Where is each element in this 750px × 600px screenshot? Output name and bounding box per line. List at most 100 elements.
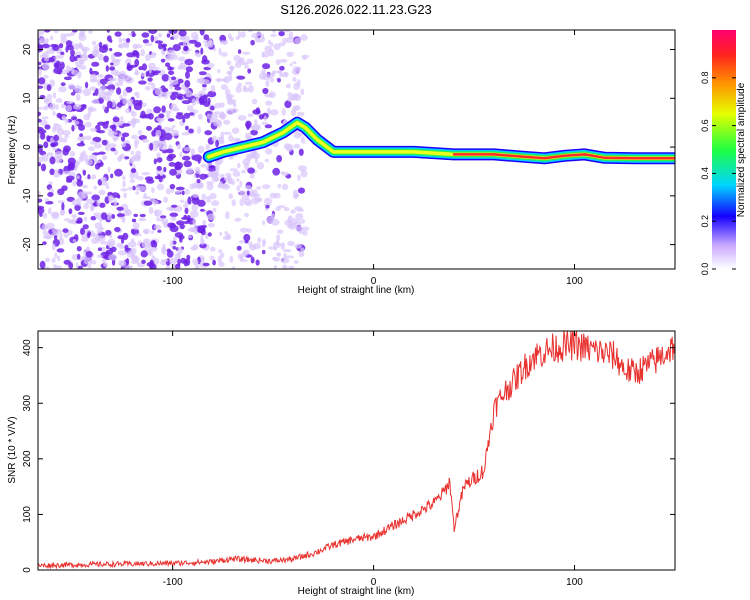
noise-blob: [184, 207, 189, 215]
noise-blob: [62, 228, 69, 233]
noise-blob: [191, 98, 197, 106]
noise-blob: [110, 53, 116, 62]
noise-blob: [286, 51, 294, 57]
ridge-core: [603, 156, 637, 160]
noise-blob: [294, 37, 302, 45]
noise-blob: [39, 260, 46, 269]
noise-blob: [98, 189, 106, 196]
noise-blob: [280, 242, 286, 250]
noise-blob: [97, 151, 106, 155]
noise-blob: [217, 183, 223, 189]
noise-blob: [197, 145, 205, 154]
noise-blob: [244, 201, 253, 207]
noise-blob: [97, 247, 102, 251]
noise-blob: [134, 233, 142, 237]
spectrogram-x-ticks: -100 0 100: [163, 30, 583, 287]
noise-blob: [192, 218, 197, 226]
noise-blob: [158, 175, 163, 183]
noise-blob: [292, 92, 299, 100]
noise-blob: [156, 165, 162, 171]
noise-blob: [117, 120, 126, 125]
noise-blob: [183, 112, 191, 119]
noise-blob: [181, 155, 191, 161]
noise-blob: [293, 143, 301, 149]
noise-blob: [133, 139, 140, 145]
noise-blob: [131, 228, 135, 235]
noise-blob: [64, 134, 69, 139]
noise-blob: [200, 238, 205, 245]
noise-blob: [63, 259, 71, 265]
noise-blob: [91, 194, 100, 201]
noise-blob: [39, 119, 48, 126]
noise-blob: [83, 113, 91, 121]
noise-blob: [253, 119, 258, 125]
noise-blob: [82, 48, 88, 56]
noise-blob: [77, 135, 87, 142]
noise-blob: [102, 104, 106, 110]
noise-blob: [137, 185, 147, 192]
noise-blob: [192, 182, 200, 189]
noise-blob: [179, 199, 185, 203]
x-tick-label: -100: [163, 276, 183, 287]
noise-blob: [228, 134, 234, 142]
noise-blob: [125, 209, 132, 216]
noise-blob: [82, 88, 91, 97]
noise-blob: [130, 247, 137, 255]
y-tick-label: 200: [22, 450, 33, 467]
noise-blob: [293, 82, 301, 91]
noise-blob: [163, 196, 169, 203]
noise-blob: [167, 153, 176, 159]
snr-frame: [37, 330, 676, 571]
noise-blob: [205, 232, 209, 240]
snr-x-label: Height of straight line (km): [298, 586, 415, 597]
noise-blob: [285, 255, 295, 259]
noise-blob: [239, 57, 245, 65]
noise-blob: [91, 174, 96, 180]
noise-blob: [38, 106, 43, 110]
noise-blob: [239, 256, 244, 261]
noise-blob: [281, 183, 289, 190]
noise-blob: [85, 135, 92, 141]
noise-blob: [106, 35, 112, 42]
noise-blob: [57, 200, 66, 204]
noise-blob: [141, 259, 146, 264]
y-tick-label: 400: [22, 339, 33, 356]
noise-blob: [241, 170, 246, 174]
noise-blob: [68, 208, 73, 215]
noise-blob: [55, 98, 63, 103]
noise-blob: [261, 249, 266, 255]
noise-blob: [145, 42, 153, 47]
noise-blob: [178, 30, 187, 37]
noise-blob: [177, 253, 181, 258]
noise-blob: [261, 184, 271, 190]
noise-blob: [53, 67, 63, 74]
noise-blob: [158, 113, 165, 119]
noise-blob: [276, 234, 281, 242]
noise-blob: [239, 198, 245, 207]
noise-blob: [219, 34, 227, 43]
noise-blob: [109, 124, 116, 129]
noise-blob: [251, 98, 258, 105]
noise-blob: [156, 152, 161, 158]
noise-blob: [129, 178, 136, 184]
noise-blob: [50, 44, 59, 48]
noise-blob: [90, 233, 99, 238]
noise-blob: [42, 153, 49, 162]
noise-blob: [183, 35, 191, 42]
noise-blob: [264, 45, 272, 53]
noise-blob: [111, 214, 116, 219]
noise-blob: [38, 118, 42, 123]
snr-panel: -100 0 100 0 100 200 300 400 Height of straigh…: [7, 330, 676, 597]
noise-blob: [79, 65, 87, 70]
noise-blob: [277, 253, 281, 257]
noise-blob: [157, 229, 162, 233]
noise-blob: [194, 52, 199, 57]
noise-blob: [170, 216, 177, 221]
noise-blob: [237, 162, 241, 169]
noise-blob: [199, 95, 208, 104]
noise-blob: [170, 129, 180, 137]
noise-blob: [90, 140, 97, 145]
noise-blob: [224, 231, 228, 235]
noise-blob: [109, 47, 113, 52]
